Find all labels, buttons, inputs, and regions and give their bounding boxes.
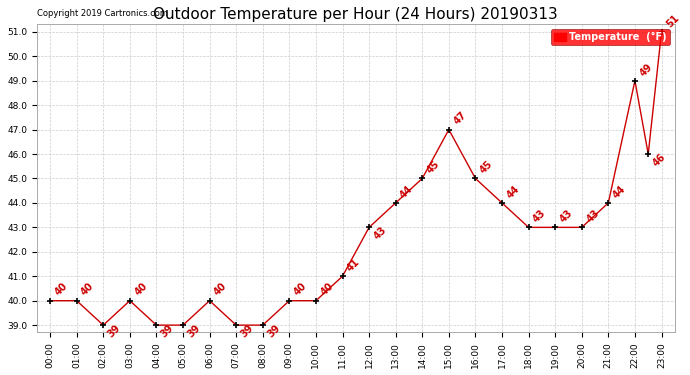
Text: Copyright 2019 Cartronics.com: Copyright 2019 Cartronics.com	[37, 9, 168, 18]
Text: 39: 39	[186, 322, 202, 339]
Text: 45: 45	[425, 159, 442, 176]
Text: 43: 43	[584, 208, 601, 225]
Text: 49: 49	[638, 62, 654, 78]
Text: 44: 44	[611, 183, 628, 200]
Text: 43: 43	[531, 208, 548, 225]
Text: 39: 39	[266, 322, 282, 339]
Title: Outdoor Temperature per Hour (24 Hours) 20190313: Outdoor Temperature per Hour (24 Hours) …	[153, 7, 558, 22]
Text: 40: 40	[213, 281, 229, 298]
Text: 41: 41	[345, 257, 362, 273]
Text: 40: 40	[319, 281, 335, 298]
Text: 51: 51	[664, 12, 681, 29]
Text: 43: 43	[558, 208, 575, 225]
Legend: Temperature  (°F): Temperature (°F)	[551, 29, 670, 45]
Text: 44: 44	[505, 183, 522, 200]
Text: 39: 39	[159, 322, 176, 339]
Text: 46: 46	[651, 151, 668, 168]
Text: 40: 40	[79, 281, 96, 298]
Text: 47: 47	[452, 110, 469, 127]
Text: 39: 39	[106, 322, 123, 339]
Text: 43: 43	[372, 225, 388, 241]
Text: 45: 45	[478, 159, 495, 176]
Text: 39: 39	[239, 322, 255, 339]
Text: 40: 40	[53, 281, 70, 298]
Text: 40: 40	[292, 281, 308, 298]
Text: 44: 44	[398, 183, 415, 200]
Text: 40: 40	[132, 281, 149, 298]
